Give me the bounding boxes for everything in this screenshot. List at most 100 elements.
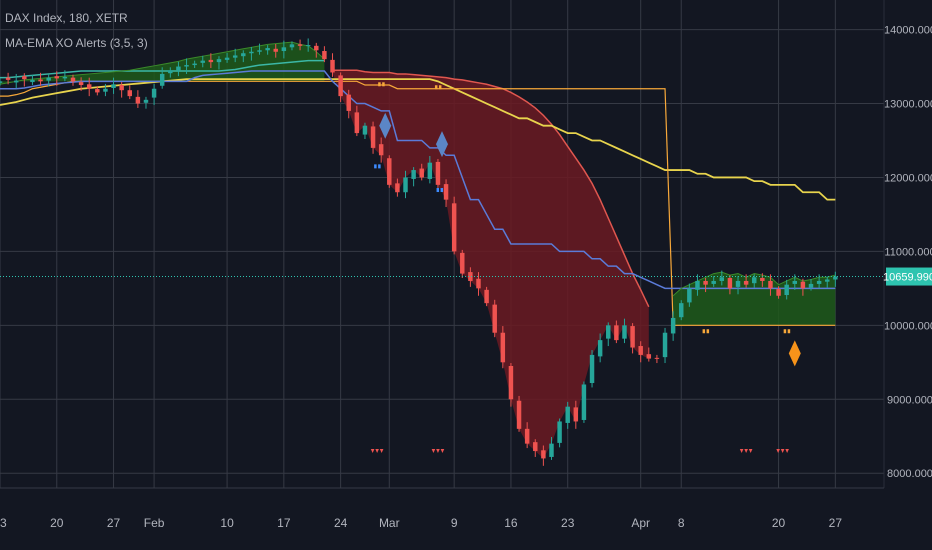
time-tick-label: 24 bbox=[334, 516, 348, 530]
candle-body bbox=[768, 280, 773, 289]
symbol-title[interactable]: DAX Index, 180, XETR bbox=[5, 11, 128, 25]
candle-body bbox=[338, 75, 343, 97]
alert-dot-orange bbox=[434, 85, 438, 90]
price-axis-labels: 8000.000 9000.000 10000.000 11000.000 12000.… bbox=[884, 25, 932, 481]
candle-body bbox=[776, 289, 781, 296]
candle-body bbox=[646, 354, 652, 359]
candle-body bbox=[143, 99, 149, 103]
candle-body bbox=[662, 332, 668, 358]
chart-legend: DAX Index, 180, XETR MA-EMA XO Alerts (3… bbox=[5, 6, 148, 56]
time-tick-label: 13 bbox=[0, 516, 7, 530]
candle-body bbox=[289, 44, 295, 48]
candle-body bbox=[62, 76, 68, 79]
alert-dot-orange bbox=[783, 329, 787, 334]
candle-body bbox=[581, 384, 587, 420]
candle-body bbox=[176, 66, 181, 71]
candle-body bbox=[265, 48, 270, 51]
indicator-lines bbox=[0, 41, 836, 326]
candle-body bbox=[159, 73, 165, 86]
sell-alert-triangle bbox=[748, 449, 753, 454]
candle-body bbox=[192, 63, 197, 66]
candle-body bbox=[13, 80, 19, 83]
sell-alert-triangle bbox=[785, 449, 789, 454]
candle-body bbox=[395, 183, 400, 193]
candle-body bbox=[281, 47, 287, 52]
candle-body bbox=[549, 443, 554, 457]
candle-body bbox=[70, 77, 76, 82]
alert-dot-orange bbox=[382, 82, 385, 87]
time-tick-label: Apr bbox=[631, 516, 650, 530]
candle-body bbox=[703, 280, 708, 285]
last-price-label-text: 10659.990 bbox=[883, 272, 932, 284]
sell-alert-triangle bbox=[431, 449, 436, 454]
sell-alert-triangle bbox=[440, 449, 445, 454]
price-tick-label: 8000.000 bbox=[887, 468, 932, 480]
candle-body bbox=[484, 289, 489, 304]
alert-dot-orange bbox=[706, 329, 710, 334]
candle-body bbox=[614, 325, 619, 341]
candle-body bbox=[119, 85, 124, 91]
candle-body bbox=[565, 406, 570, 423]
candle-body bbox=[38, 79, 43, 82]
time-tick-label: 10 bbox=[220, 516, 234, 530]
candle-body bbox=[427, 162, 433, 179]
indicator-title[interactable]: MA-EMA XO Alerts (3,5, 3) bbox=[5, 36, 148, 50]
candle-body bbox=[589, 354, 595, 384]
candle-body bbox=[606, 325, 611, 339]
candle-body bbox=[257, 50, 262, 52]
signal-markers bbox=[370, 82, 801, 454]
yellow-ma-line bbox=[0, 78, 836, 201]
candle-body bbox=[224, 57, 230, 60]
candle-body bbox=[403, 177, 408, 193]
candle-body bbox=[200, 60, 205, 63]
candle-body bbox=[451, 203, 457, 252]
candle-body bbox=[443, 184, 449, 200]
green-envelope-line bbox=[0, 41, 836, 297]
candle-body bbox=[46, 77, 51, 81]
price-tick-label: 9000.000 bbox=[887, 394, 932, 406]
candle-body bbox=[500, 332, 506, 363]
sell-alert-triangle bbox=[379, 449, 384, 454]
buy-alert-dot bbox=[374, 164, 377, 169]
time-tick-label: 27 bbox=[829, 516, 843, 530]
candle-body bbox=[103, 88, 108, 92]
sell-alert-triangle bbox=[744, 449, 748, 454]
candle-body bbox=[30, 79, 35, 83]
alert-dot-orange bbox=[702, 329, 706, 334]
candle-body bbox=[557, 421, 562, 443]
candle-body bbox=[135, 96, 141, 104]
candle-body bbox=[22, 76, 27, 80]
time-axis[interactable] bbox=[0, 488, 932, 550]
candle-body bbox=[387, 158, 392, 185]
candle-body bbox=[168, 70, 173, 74]
buy-alert-dot bbox=[440, 188, 444, 193]
sell-alert-triangle bbox=[375, 449, 379, 454]
candle-body bbox=[824, 279, 830, 282]
candle-body bbox=[297, 44, 303, 46]
sell-alert-triangle bbox=[739, 449, 744, 454]
candle-body bbox=[760, 278, 765, 281]
time-tick-label: Mar bbox=[379, 516, 400, 530]
buy-signal-diamond bbox=[379, 112, 392, 139]
candle-body bbox=[151, 88, 157, 98]
candle-body bbox=[687, 288, 692, 303]
candle-body bbox=[78, 82, 84, 86]
candle-body bbox=[460, 252, 465, 274]
candle-body bbox=[622, 325, 627, 339]
last-price-label-bg bbox=[886, 267, 932, 286]
candle-body bbox=[378, 144, 384, 156]
candle-body bbox=[654, 357, 660, 359]
candle-body bbox=[322, 51, 327, 60]
candle-body bbox=[411, 170, 416, 179]
candle-body bbox=[249, 51, 254, 54]
candle-body bbox=[127, 90, 132, 97]
time-tick-label: 8 bbox=[678, 516, 685, 530]
price-axis[interactable] bbox=[884, 0, 932, 488]
candle-body bbox=[808, 283, 814, 288]
time-tick-label: 9 bbox=[451, 516, 458, 530]
red-envelope-line bbox=[332, 69, 650, 308]
time-tick-label: 16 bbox=[504, 516, 518, 530]
candle-body bbox=[541, 450, 546, 459]
candle-body bbox=[476, 278, 481, 289]
